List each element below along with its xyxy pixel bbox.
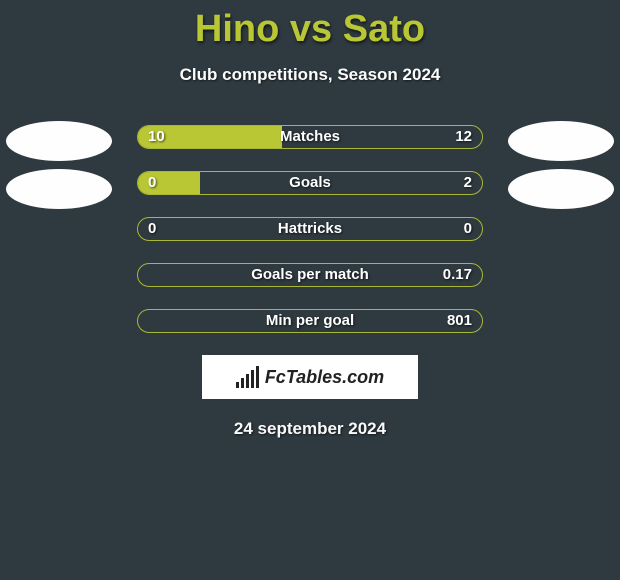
stat-label: Matches — [280, 126, 340, 148]
comparison-chart: 10 Matches 12 0 Goals 2 0 Hattricks 0 Goals per m… — [0, 125, 620, 439]
source-badge: FcTables.com — [202, 355, 418, 399]
stat-row: 0 Goals 2 — [137, 171, 483, 195]
page-title: Hino vs Sato — [0, 0, 620, 51]
chart-icon — [236, 366, 259, 388]
player2-avatar-shadow — [508, 169, 614, 209]
stat-value-right: 0.17 — [443, 264, 472, 286]
stat-value-right: 0 — [464, 218, 472, 240]
player1-avatar — [6, 121, 112, 161]
stat-value-left: 0 — [148, 218, 156, 240]
stat-row: 10 Matches 12 — [137, 125, 483, 149]
player1-avatar-shadow — [6, 169, 112, 209]
stat-label: Hattricks — [278, 218, 342, 240]
stat-row: Goals per match 0.17 — [137, 263, 483, 287]
subtitle: Club competitions, Season 2024 — [0, 65, 620, 85]
stat-bars: 10 Matches 12 0 Goals 2 0 Hattricks 0 Goals per m… — [137, 125, 483, 333]
stat-label: Goals per match — [251, 264, 369, 286]
stat-row: Min per goal 801 — [137, 309, 483, 333]
stat-value-right: 2 — [464, 172, 472, 194]
stat-value-left: 10 — [148, 126, 165, 148]
stat-row: 0 Hattricks 0 — [137, 217, 483, 241]
stat-value-left: 0 — [148, 172, 156, 194]
stat-label: Goals — [289, 172, 331, 194]
stat-value-right: 801 — [447, 310, 472, 332]
player2-avatar — [508, 121, 614, 161]
stat-value-right: 12 — [455, 126, 472, 148]
stat-label: Min per goal — [266, 310, 354, 332]
date-text: 24 september 2024 — [0, 419, 620, 439]
badge-text: FcTables.com — [265, 367, 384, 388]
